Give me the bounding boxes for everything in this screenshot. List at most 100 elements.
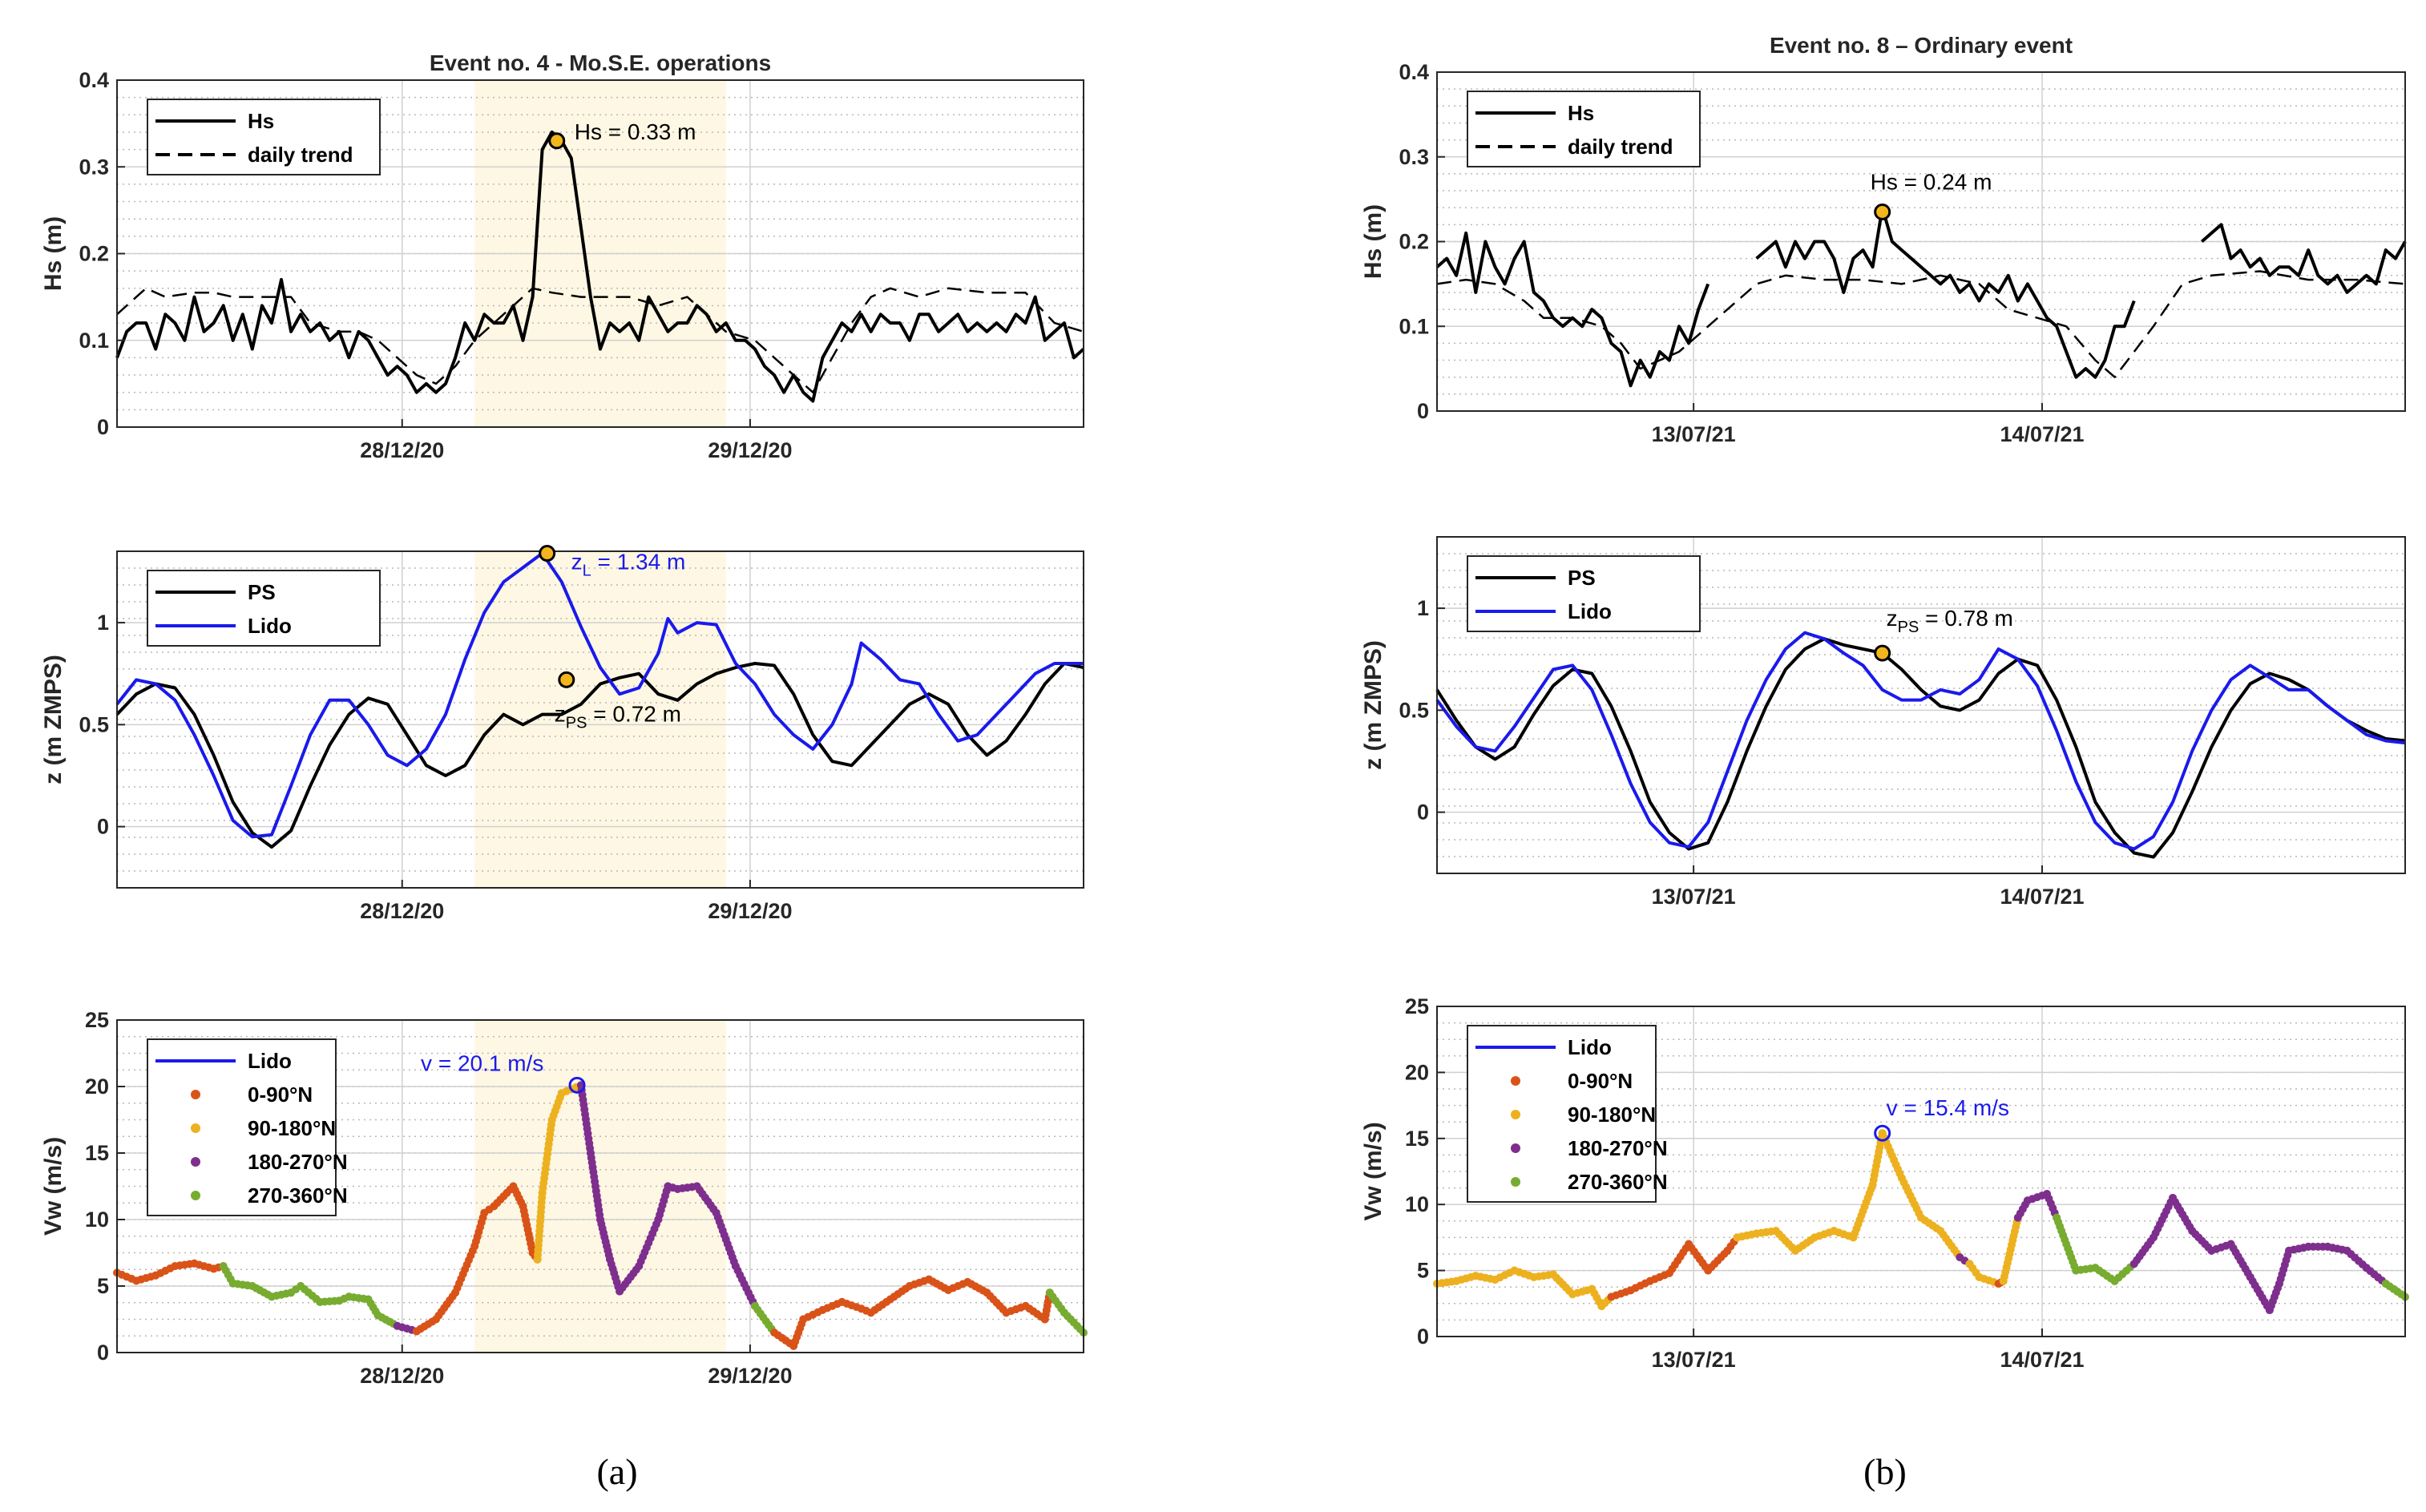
y-tick-label: 0 <box>1417 800 1429 825</box>
legend-marker-90-180 <box>191 1123 200 1133</box>
legend-label: 90-180°N <box>1568 1103 1656 1127</box>
peak-annotation: v = 15.4 m/s <box>1887 1095 2009 1120</box>
axes-frame <box>116 1019 1084 1353</box>
legend-marker-270-360 <box>1511 1177 1520 1187</box>
series-line-ps <box>115 662 1084 849</box>
subplot-b-vw: 0 5 10 15 20 25 13/07/21 14/07/21 Vw (m/s) Lido 0-… <box>1360 994 2409 1372</box>
y-tick-label: 5 <box>97 1274 109 1298</box>
x-tick-label: 29/12/20 <box>708 899 792 923</box>
legend-marker-90-180 <box>1511 1110 1520 1119</box>
series-line-ps <box>1435 637 2406 859</box>
y-tick-label: 0.3 <box>1399 145 1429 169</box>
y-tick-label: 0.1 <box>1399 314 1429 338</box>
y-tick-label: 10 <box>85 1208 109 1232</box>
subplot-a-hs: 0 0.1 0.2 0.3 0.4 28/12/20 29/12/20 Hs (m) Hs dai… <box>40 68 1085 462</box>
legend-label: 180-270°N <box>248 1150 348 1174</box>
subplot-b-hs: 0 0.1 0.2 0.3 0.4 13/07/21 14/07/21 Hs (m) Hs dai… <box>1360 60 2407 446</box>
peak-marker <box>558 671 575 688</box>
legend-box <box>1467 555 1701 632</box>
x-tick-label: 13/07/21 <box>1652 1348 1736 1372</box>
y-tick-label: 0 <box>1417 1325 1429 1349</box>
annotation-subscript: L <box>583 562 591 580</box>
subplot-a-vw: 0 5 10 15 20 25 28/12/20 29/12/20 Vw (m/s) Lido 0-… <box>40 1008 1088 1388</box>
legend-box <box>147 99 381 175</box>
legend-label: Hs <box>1568 101 1594 125</box>
y-axis-label: z (m ZMPS) <box>1360 640 1387 770</box>
series-line-lido <box>1435 631 2406 851</box>
y-axis-label: Vw (m/s) <box>1360 1122 1387 1220</box>
legend-label: 90-180°N <box>248 1116 336 1140</box>
series-line-hs2 <box>1755 206 2136 379</box>
legend-marker-270-360 <box>191 1191 200 1200</box>
y-tick-label: 0.5 <box>79 712 109 736</box>
legend-label: PS <box>248 580 276 604</box>
legend-marker-0-90 <box>191 1090 200 1099</box>
x-tick-label: 29/12/20 <box>708 438 792 462</box>
subplot-a-z: 0 0.5 1 28/12/20 29/12/20 z (m ZMPS) PS Lido zL … <box>40 545 1084 923</box>
peak-annotation: Hs = 0.33 m <box>575 119 696 144</box>
y-tick-label: 20 <box>1405 1060 1429 1084</box>
y-tick-label: 15 <box>1405 1127 1429 1151</box>
annotation-subscript: PS <box>566 714 587 732</box>
caption-b: (b) <box>1863 1451 1907 1492</box>
y-tick-label: 0.5 <box>1399 698 1429 722</box>
panel-a: Event no. 4 - Mo.S.E. operations 0 0.1 0.2 0… <box>40 50 1088 1388</box>
peak-marker <box>1874 1124 1891 1142</box>
peak-marker <box>1874 644 1891 662</box>
x-tick-label: 14/07/21 <box>2000 422 2084 446</box>
y-tick-label: 0.4 <box>79 68 109 92</box>
legend-marker-180-270 <box>1511 1143 1520 1153</box>
annotation-tail: = 0.78 m <box>1919 606 2013 631</box>
panel-title: Event no. 8 – Ordinary event <box>1770 33 2073 58</box>
y-tick-label: 10 <box>1405 1192 1429 1216</box>
peak-annotation: zPS = 0.72 m <box>555 701 681 732</box>
legend-label: 270-360°N <box>248 1183 348 1208</box>
y-tick-label: 0 <box>97 415 109 439</box>
axes-frame <box>1436 1006 2406 1337</box>
legend-label: 0-90°N <box>248 1083 313 1107</box>
y-tick-label: 0.4 <box>1399 60 1429 84</box>
legend-label: 0-90°N <box>1568 1069 1633 1093</box>
panel-b: Event no. 8 – Ordinary event 0 0.1 0.2 0.3 0.… <box>1360 33 2409 1372</box>
caption-a: (a) <box>596 1451 637 1492</box>
annotation-subscript: PS <box>1898 619 1919 636</box>
y-axis-label: z (m ZMPS) <box>40 655 67 784</box>
peak-annotation: zL = 1.34 m <box>571 550 686 580</box>
x-tick-label: 13/07/21 <box>1652 422 1736 446</box>
y-tick-label: 0 <box>97 1341 109 1365</box>
y-tick-label: 1 <box>97 611 109 635</box>
x-tick-label: 28/12/20 <box>360 1364 444 1388</box>
y-tick-label: 5 <box>1417 1259 1429 1283</box>
legend-label: daily trend <box>1568 135 1673 159</box>
y-tick-label: 0.1 <box>79 329 109 353</box>
y-tick-label: 15 <box>85 1141 109 1165</box>
annotation-main: z <box>571 550 583 575</box>
peak-annotation: Hs = 0.24 m <box>1871 169 1992 194</box>
series-line-hs3 <box>2200 223 2407 294</box>
legend-label: Lido <box>248 1049 292 1073</box>
x-tick-label: 14/07/21 <box>2000 885 2084 909</box>
peak-annotation: v = 20.1 m/s <box>421 1050 543 1075</box>
legend-box <box>147 570 381 647</box>
series-line-daily-trend <box>1436 270 2406 378</box>
y-tick-label: 1 <box>1417 596 1429 620</box>
y-axis-label: Vw (m/s) <box>40 1137 67 1236</box>
series-line-daily-trend <box>116 287 1084 393</box>
legend-box <box>147 1038 337 1216</box>
y-tick-label: 0.2 <box>79 242 109 266</box>
legend-label: Lido <box>1568 599 1612 623</box>
series-line-hs <box>115 130 1085 403</box>
panel-title: Event no. 4 - Mo.S.E. operations <box>430 50 771 75</box>
legend-label: Lido <box>248 614 292 638</box>
legend-label: Hs <box>248 109 274 133</box>
legend-label: 180-270°N <box>1568 1136 1668 1160</box>
axes-frame <box>1436 536 2406 874</box>
x-tick-label: 28/12/20 <box>360 438 444 462</box>
x-tick-label: 29/12/20 <box>708 1364 792 1388</box>
y-tick-label: 0.2 <box>1399 230 1429 254</box>
x-tick-label: 14/07/21 <box>2000 1348 2084 1372</box>
x-tick-label: 28/12/20 <box>360 899 444 923</box>
legend-marker-180-270 <box>191 1157 200 1167</box>
